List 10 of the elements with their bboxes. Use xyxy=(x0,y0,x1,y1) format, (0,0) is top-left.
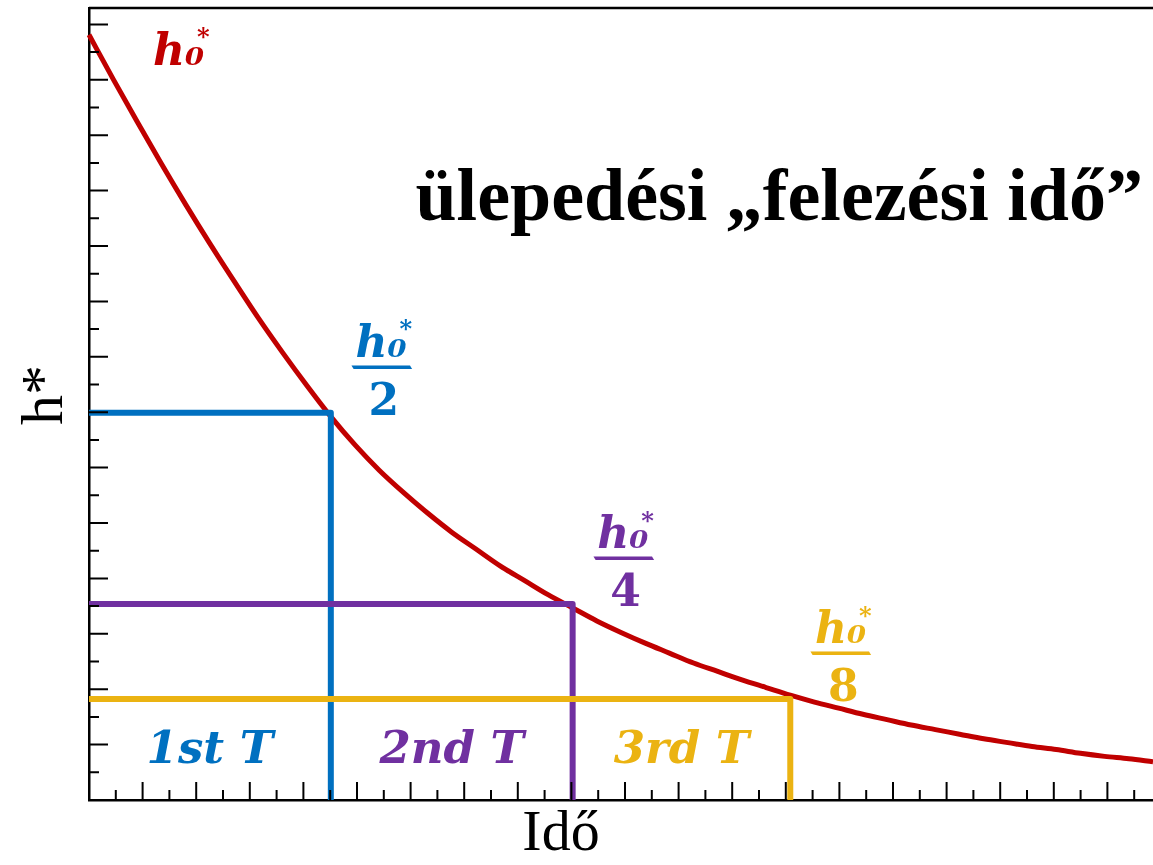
series-label: h₀$^{*}$/2 xyxy=(341,314,426,425)
text: ülepedési „felezési idő” xyxy=(415,154,1143,236)
series-label: h₀$^{*}$ xyxy=(153,22,210,75)
series-label: h₀$^{*}$/8 xyxy=(801,600,886,711)
series-label: h₀$^{*}$/4 xyxy=(583,505,668,617)
y-axis-title: h* xyxy=(9,365,75,425)
annotation: 2nd T xyxy=(379,721,525,774)
x-axis-title: Idő xyxy=(522,798,600,863)
annotation: 1st T xyxy=(146,721,274,774)
annotation: 3rd T xyxy=(613,721,750,774)
